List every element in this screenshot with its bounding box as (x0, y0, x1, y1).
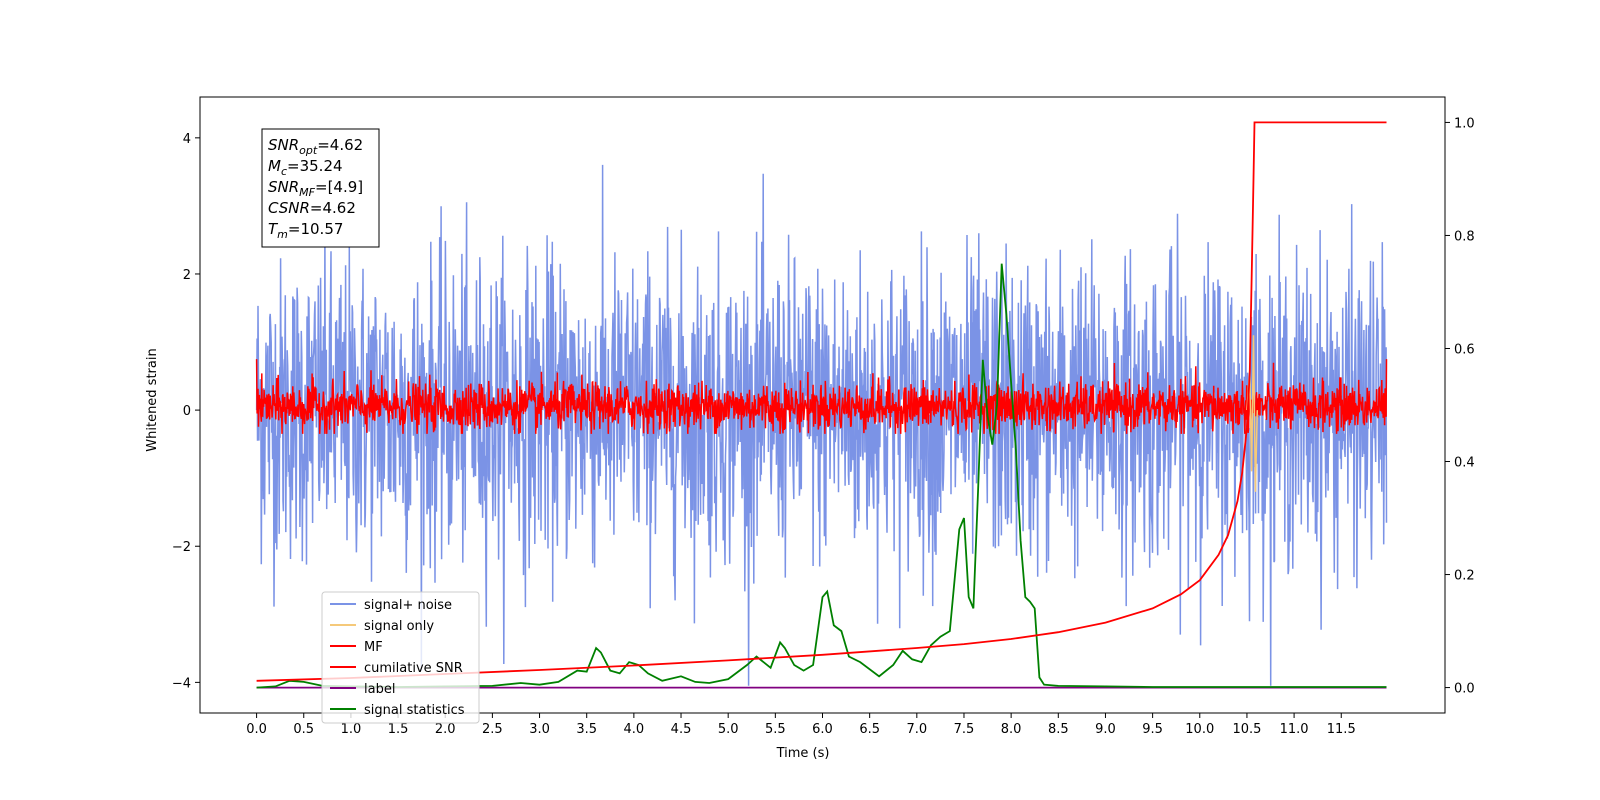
x-tick-label: 10.0 (1185, 722, 1214, 737)
y2-tick-label: 0.6 (1454, 342, 1475, 357)
annotation-box: SNRopt=4.62Mc=35.24SNRMF=[4.9]CSNR=4.62T… (261, 128, 380, 248)
annotation-value: =10.57 (288, 220, 344, 238)
annotation-subscript: m (277, 228, 288, 241)
legend-label: label (364, 682, 395, 697)
x-tick-label: 6.5 (859, 722, 880, 737)
y-axis-label: Whitened strain (145, 348, 160, 451)
x-tick-label: 5.5 (765, 722, 786, 737)
x-tick-label: 3.0 (529, 722, 550, 737)
y2-tick-label: 1.0 (1454, 116, 1475, 131)
y2-tick-label: 0.2 (1454, 569, 1475, 584)
noise-series (255, 164, 1388, 686)
x-tick-label: 9.5 (1142, 722, 1163, 737)
mf-series (255, 359, 1388, 434)
x-axis-label: Time (s) (776, 746, 830, 761)
x-tick-label: 10.5 (1232, 722, 1261, 737)
y2-tick-label: 0.4 (1454, 456, 1475, 471)
legend-label: MF (364, 640, 383, 655)
y2-tick-label: 0.8 (1454, 229, 1475, 244)
x-tick-label: 2.5 (482, 722, 503, 737)
annotation-line: Tm=10.57 (268, 220, 343, 241)
x-tick-label: 0.0 (246, 722, 267, 737)
x-tick-label: 6.0 (812, 722, 833, 737)
legend-label: cumilative SNR (364, 661, 463, 676)
x-tick-label: 9.0 (1095, 722, 1116, 737)
mf-line (255, 359, 1388, 434)
cumilative-snr-line (256, 121, 1387, 682)
x-tick-label: 8.0 (1001, 722, 1022, 737)
y-tick-label: 4 (183, 132, 191, 147)
x-tick-label: 8.5 (1048, 722, 1069, 737)
signal-noise-line (255, 164, 1388, 686)
annotation-symbol: CSNR (268, 199, 310, 217)
x-tick-label: 5.0 (718, 722, 739, 737)
annotation-subscript: MF (299, 186, 315, 199)
annotation-subscript: opt (299, 144, 318, 157)
x-tick-label: 7.5 (954, 722, 975, 737)
annotation-subscript: c (281, 165, 287, 178)
x-tick-label: 3.5 (576, 722, 597, 737)
x-tick-label: 4.0 (624, 722, 645, 737)
signal-statistics-line (256, 263, 1387, 689)
annotation-value: =4.62 (317, 136, 363, 154)
x-tick-label: 7.0 (906, 722, 927, 737)
x-tick-label: 4.5 (671, 722, 692, 737)
axes: 0.0 0.5 1.0 1.5 2.0 2.5 3.0 3.5 4.0 4.5 5.0 5.5 6.0 6… (172, 96, 1475, 737)
x-tick-label: 1.0 (341, 722, 362, 737)
annotation-value: =[4.9] (315, 178, 363, 196)
legend-frame (321, 591, 480, 724)
x-tick-label: 11.5 (1327, 722, 1356, 737)
annotation-line: CSNR=4.62 (268, 199, 356, 217)
annotation-line: SNRMF=[4.9] (268, 178, 363, 199)
y-tick-label: 0 (183, 404, 191, 419)
x-tick-label: 1.5 (388, 722, 409, 737)
y-tick-label: −2 (172, 540, 191, 555)
x-tick-label: 11.0 (1280, 722, 1309, 737)
annotation-line: Mc=35.24 (268, 157, 343, 178)
annotation-frame (261, 128, 380, 248)
annotation-line: SNRopt=4.62 (268, 136, 363, 157)
y-tick-label: 2 (183, 268, 191, 283)
annotation-value: =35.24 (287, 157, 343, 175)
legend-label: signal+ noise (364, 598, 452, 613)
annotation-value: =4.62 (310, 199, 356, 217)
annotation-symbol: SNR (268, 178, 299, 196)
legend-label: signal only (364, 619, 434, 634)
legend: signal+ noise signal only MF cumilative SNR… (321, 591, 480, 724)
legend-label: signal statistics (364, 703, 465, 718)
y2-tick-label: 0.0 (1454, 682, 1475, 697)
y-tick-label: −4 (172, 676, 191, 691)
annotation-symbol: SNR (268, 136, 299, 154)
x-tick-label: 0.5 (293, 722, 314, 737)
annotation-symbol: T (268, 220, 279, 238)
annotation-symbol: M (268, 157, 281, 175)
x-tick-label: 2.0 (435, 722, 456, 737)
